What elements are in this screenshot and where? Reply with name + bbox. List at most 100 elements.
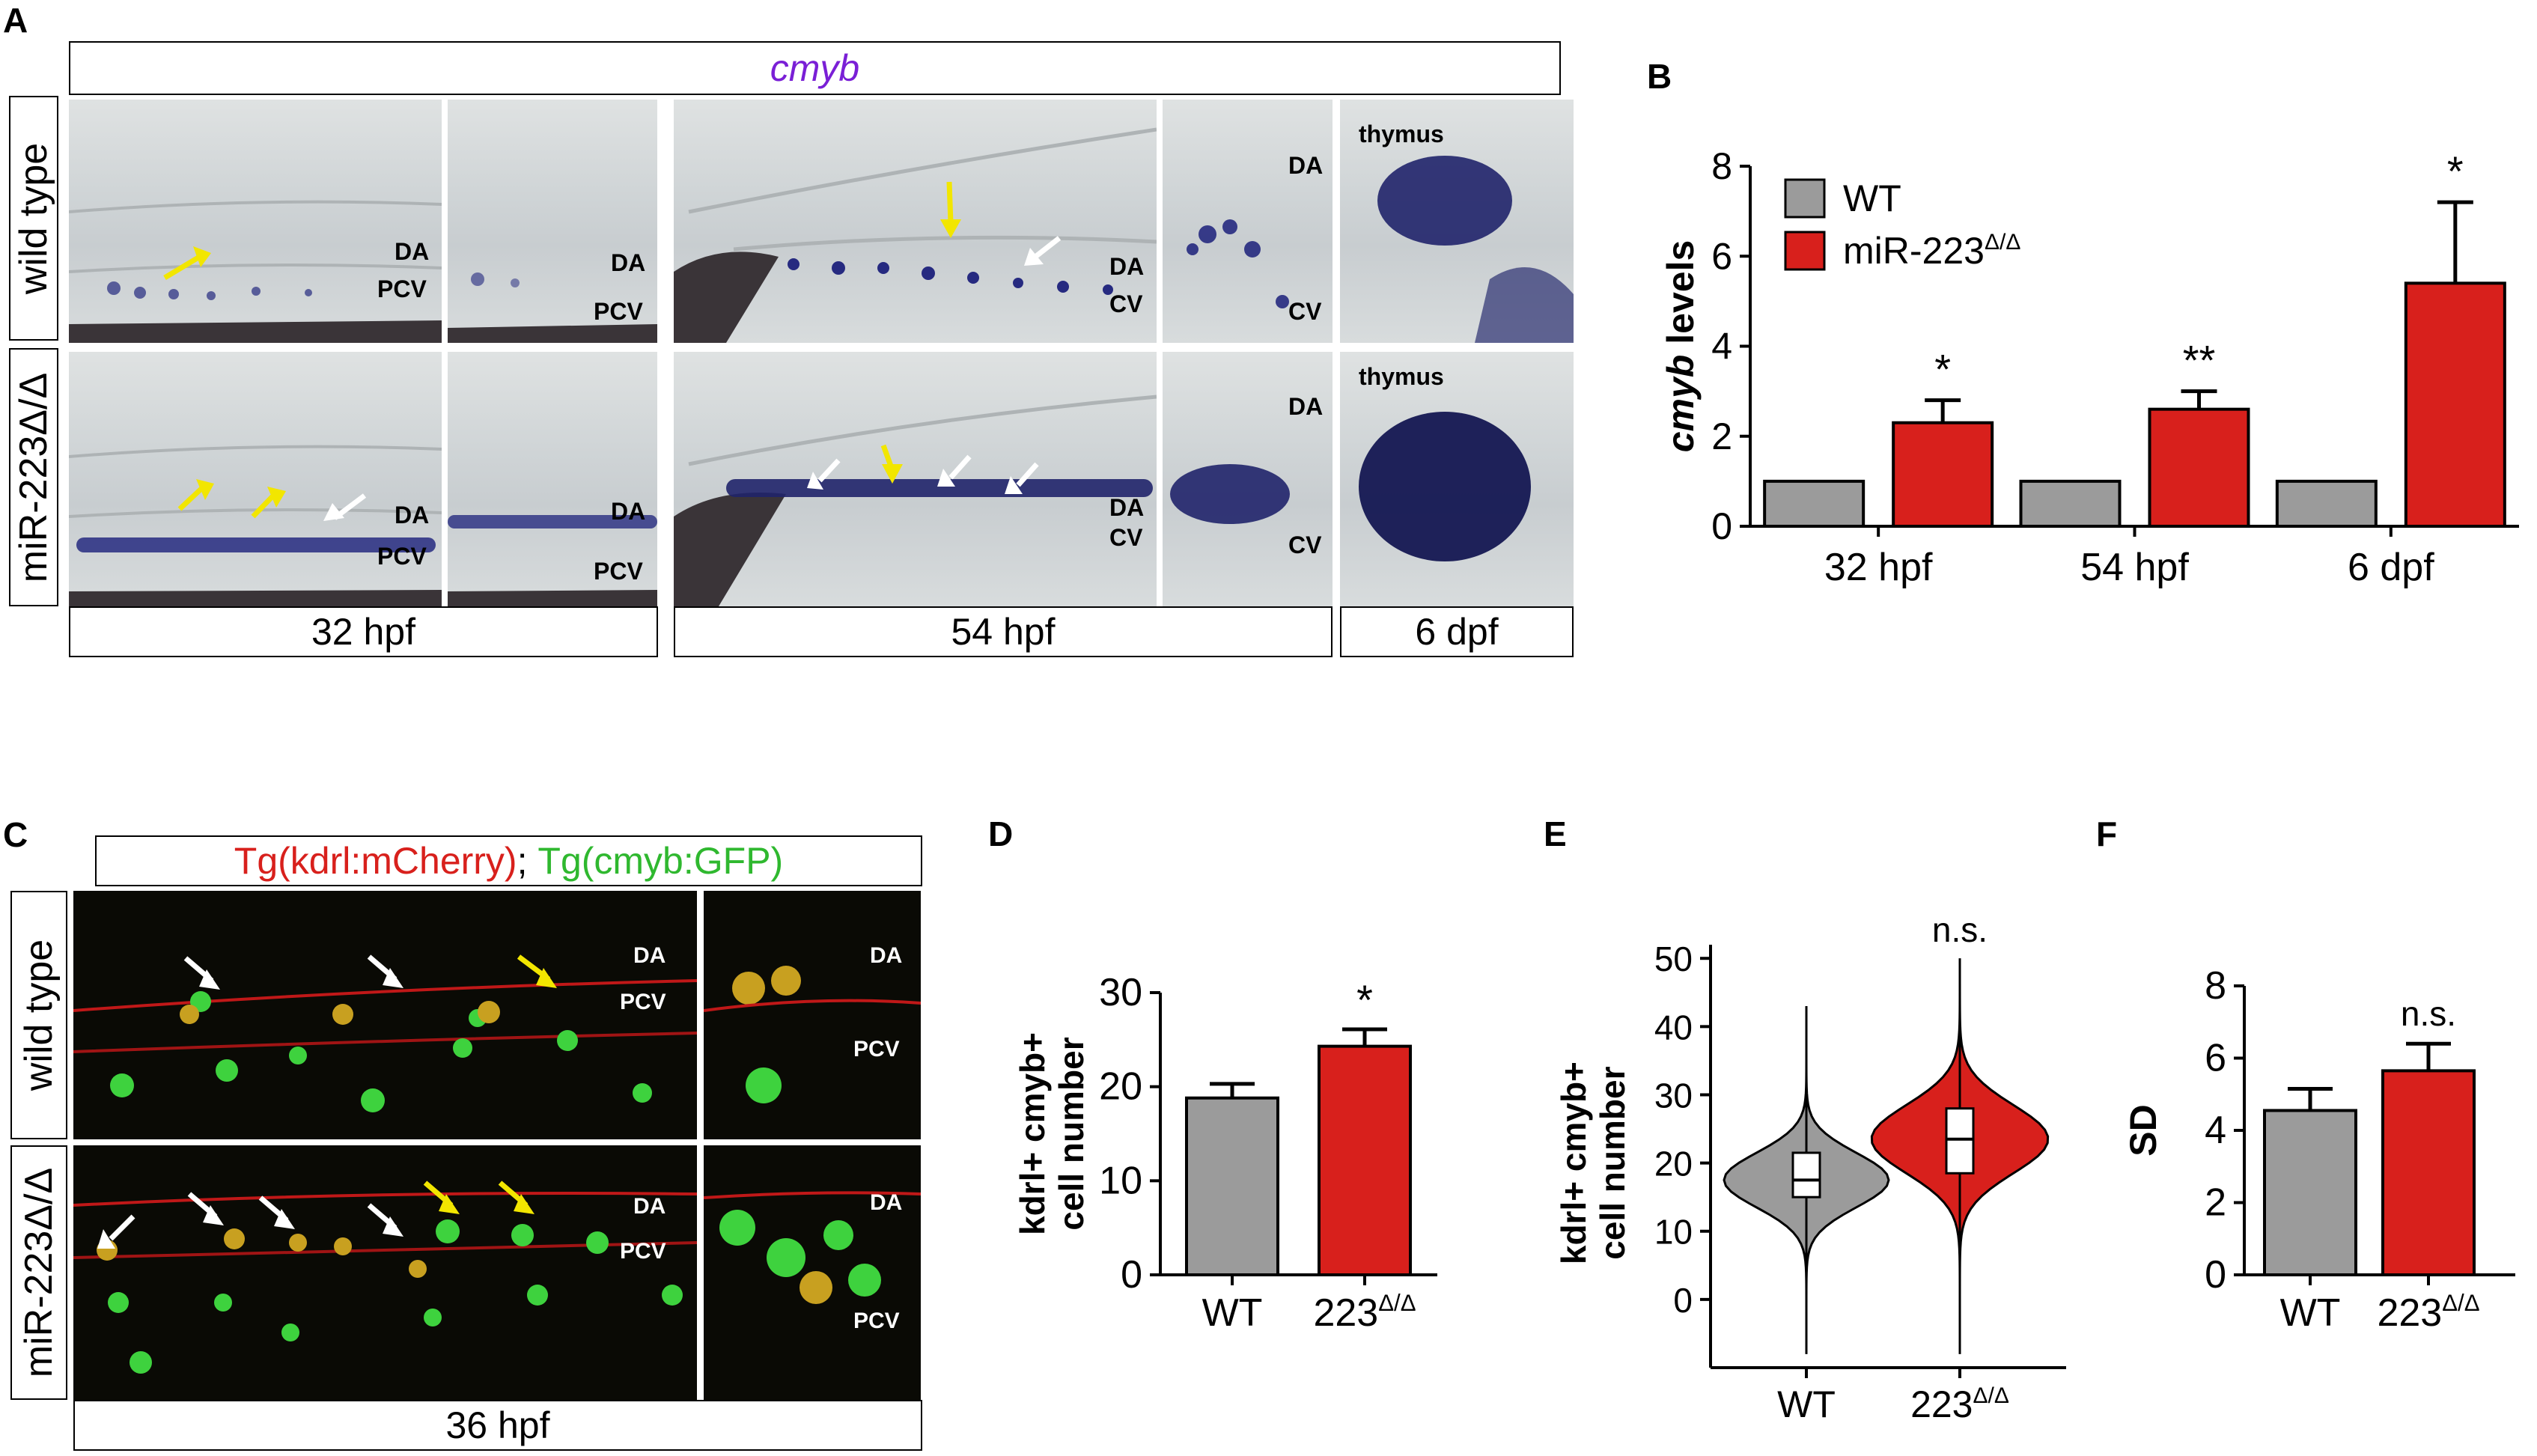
bar-mut <box>1892 421 1994 529</box>
label-cv: CV <box>1109 524 1143 551</box>
cmyb-title-box: cmyb <box>69 41 1561 95</box>
significance-marker: * <box>1934 346 1951 393</box>
label-pcv: PCV <box>620 1239 666 1264</box>
label-pcv: PCV <box>377 275 427 302</box>
bar-wt <box>2275 479 2378 528</box>
row-label-wildtype-c: wild type <box>10 891 67 1139</box>
significance-marker: n.s. <box>2401 994 2456 1033</box>
label-pcv: PCV <box>594 558 643 585</box>
bar-mut <box>2381 1069 2476 1276</box>
x-tick-label: 223Δ/Δ <box>2377 1290 2479 1335</box>
panel-c-title-box: Tg(kdrl:mCherry); Tg(cmyb:GFP) <box>95 835 922 886</box>
micrograph-mut-32hpf-zoom: DA PCV <box>448 352 657 606</box>
box-iqr <box>1791 1151 1821 1198</box>
micrograph-wt-32hpf: DA PCV <box>69 100 442 343</box>
y-tick-label: 10 <box>1654 1213 1693 1252</box>
title-sep: ; <box>517 840 528 882</box>
y-tick-label: 20 <box>1654 1145 1693 1184</box>
x-tick-label: 32 hpf <box>1824 546 1933 589</box>
label-da: DA <box>633 943 666 968</box>
stage-box-54hpf: 54 hpf <box>674 606 1333 657</box>
label-cv: CV <box>1288 298 1322 325</box>
chart-f: F 0 2 4 6 8 SD WT n.s. 223Δ/Δ <box>2096 814 2515 1335</box>
panel-d-letter: D <box>988 814 1013 853</box>
y-tick-label: 30 <box>1099 971 1142 1014</box>
y-tick-label: 8 <box>2205 964 2226 1008</box>
y-axis-label: SD <box>2122 1104 2164 1156</box>
label-pcv: PCV <box>853 1309 900 1333</box>
x-tick-label: 223Δ/Δ <box>1313 1290 1416 1335</box>
micrograph-wt-32hpf-zoom: DA PCV <box>448 100 657 343</box>
significance-marker: ** <box>2183 337 2216 384</box>
bar-mut <box>1318 1044 1412 1276</box>
legend-swatch <box>1784 178 1826 219</box>
box-iqr <box>1945 1107 1975 1175</box>
label-pcv: PCV <box>377 543 427 570</box>
y-tick-label: 0 <box>1673 1281 1693 1320</box>
x-tick-label: 223Δ/Δ <box>1910 1383 2009 1425</box>
y-tick-label: 4 <box>1711 326 1732 368</box>
label-da: DA <box>611 498 646 525</box>
bar-wt <box>1185 1096 1279 1277</box>
bar-mut <box>2148 407 2250 528</box>
bar-wt <box>2019 479 2122 528</box>
x-tick-label: 6 dpf <box>2348 546 2434 589</box>
bar-wt <box>2263 1109 2357 1277</box>
label-thymus: thymus <box>1359 121 1444 147</box>
panel-e-letter: E <box>1544 814 1567 853</box>
label-da: DA <box>1109 253 1145 280</box>
label-cv: CV <box>1288 531 1322 558</box>
y-tick-label: 20 <box>1099 1065 1142 1109</box>
label-da: DA <box>1288 152 1324 179</box>
significance-marker: * <box>1356 976 1373 1023</box>
legend-swatch <box>1784 231 1826 271</box>
y-tick-label: 0 <box>2205 1253 2226 1297</box>
cmyb-title: cmyb <box>770 47 860 89</box>
panel-c-letter: C <box>3 815 28 854</box>
micrograph-mut-54hpf: DA CV <box>674 352 1157 606</box>
label-thymus: thymus <box>1359 363 1444 390</box>
label-da: DA <box>395 238 430 265</box>
label-pcv: PCV <box>620 990 666 1014</box>
label-da: DA <box>611 249 646 276</box>
fluorescence-mut-zoom: DA PCV <box>704 1145 921 1400</box>
legend-label: WT <box>1843 177 1901 219</box>
significance-marker: n.s. <box>1932 910 1988 949</box>
y-axis-label: kdrl+ cmyb+ <box>1013 1032 1052 1235</box>
stage-label: 32 hpf <box>311 611 415 653</box>
panel-f-letter: F <box>2096 814 2117 853</box>
title-cmyb: Tg(cmyb:GFP) <box>537 840 784 882</box>
label-da: DA <box>395 502 430 529</box>
legend-label: miR-223Δ/Δ <box>1843 230 2020 272</box>
y-axis-label: cell number <box>1052 1037 1091 1230</box>
row-label-mir223-a: miR-223Δ/Δ <box>9 348 58 606</box>
chart-d: D 0 10 20 30 kdrl+ cmyb+ cell number WT * 223Δ/Δ <box>988 814 1437 1335</box>
micrograph-mut-6dpf: thymus <box>1340 352 1574 606</box>
chart-b: B 0 2 4 6 8 cmyb levels * 32 hpf ** 54 hpf * 6 dpf WT… <box>1647 57 2519 589</box>
bar-mut <box>2404 281 2506 528</box>
chart-e: E 0 10 20 30 40 50 kdrl+ cmyb+ cell number WT n.s.… <box>1544 814 2066 1425</box>
y-tick-label: 4 <box>2205 1109 2226 1152</box>
y-tick-label: 10 <box>1099 1159 1142 1202</box>
y-tick-label: 2 <box>1711 415 1732 457</box>
label-da: DA <box>1288 393 1324 420</box>
x-tick-label: 54 hpf <box>2080 546 2189 589</box>
stage-box-32hpf: 32 hpf <box>69 606 658 657</box>
row-label-wildtype-a: wild type <box>9 96 58 341</box>
title-kdrl: Tg(kdrl:mCherry) <box>234 840 517 882</box>
row-label-mir223-c: miR-223Δ/Δ <box>10 1145 67 1400</box>
y-tick-label: 8 <box>1711 145 1732 187</box>
y-tick-label: 50 <box>1654 939 1693 978</box>
micrograph-wt-6dpf: thymus <box>1340 100 1574 343</box>
y-tick-label: 40 <box>1654 1008 1693 1047</box>
stage-box-36hpf: 36 hpf <box>73 1400 922 1451</box>
x-tick-label: WT <box>2280 1291 2341 1335</box>
micrograph-wt-54hpf: DA CV <box>674 100 1157 343</box>
stage-box-6dpf: 6 dpf <box>1340 606 1574 657</box>
panel-b-letter: B <box>1647 57 1672 96</box>
label-da: DA <box>1109 494 1145 521</box>
label-cv: CV <box>1109 290 1143 317</box>
x-tick-label: WT <box>1202 1291 1263 1335</box>
y-tick-label: 6 <box>1711 235 1732 277</box>
